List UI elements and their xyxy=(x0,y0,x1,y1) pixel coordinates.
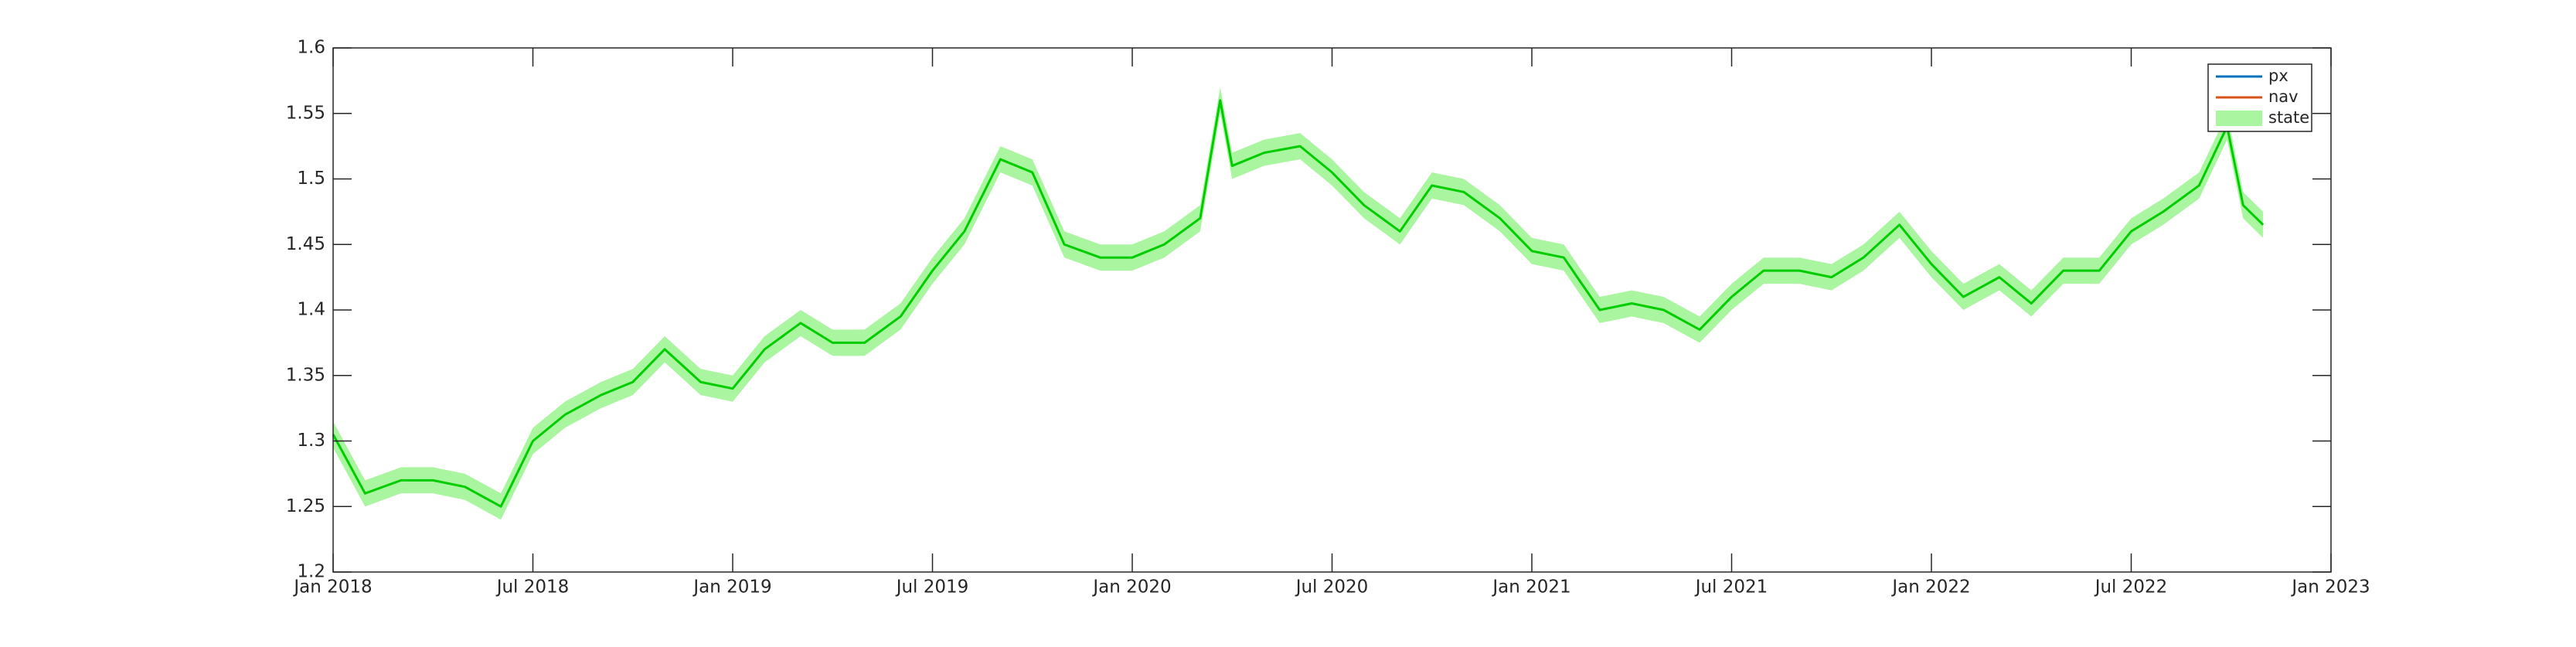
x-tick-label: Jul 2020 xyxy=(1295,577,1369,598)
x-tick-label: Jul 2019 xyxy=(895,577,969,598)
y-tick-label: 1.55 xyxy=(286,103,325,123)
y-tick-label: 1.3 xyxy=(297,431,325,451)
y-tick-label: 1.25 xyxy=(286,496,325,516)
x-tick-label: Jan 2023 xyxy=(2290,577,2370,598)
legend-patch xyxy=(2216,111,2262,126)
legend-label: state xyxy=(2268,108,2309,127)
y-tick-label: 1.6 xyxy=(297,38,325,58)
y-tick-label: 1.2 xyxy=(297,562,325,582)
x-tick-label: Jan 2019 xyxy=(692,577,771,598)
y-tick-label: 1.5 xyxy=(297,169,325,189)
x-tick-label: Jan 2020 xyxy=(1091,577,1171,598)
legend-label: px xyxy=(2268,66,2288,85)
x-tick-label: Jul 2021 xyxy=(1694,577,1768,598)
x-tick-label: Jan 2018 xyxy=(292,577,372,598)
x-tick-label: Jan 2022 xyxy=(1890,577,1970,598)
x-tick-label: Jul 2018 xyxy=(495,577,570,598)
x-tick-label: Jan 2021 xyxy=(1491,577,1570,598)
state-line xyxy=(332,99,2265,508)
y-tick-label: 1.4 xyxy=(297,300,325,320)
y-tick-label: 1.35 xyxy=(286,365,325,385)
legend-label: nav xyxy=(2268,87,2299,106)
x-tick-label: Jul 2022 xyxy=(2094,577,2168,598)
y-tick-label: 1.45 xyxy=(286,234,325,254)
